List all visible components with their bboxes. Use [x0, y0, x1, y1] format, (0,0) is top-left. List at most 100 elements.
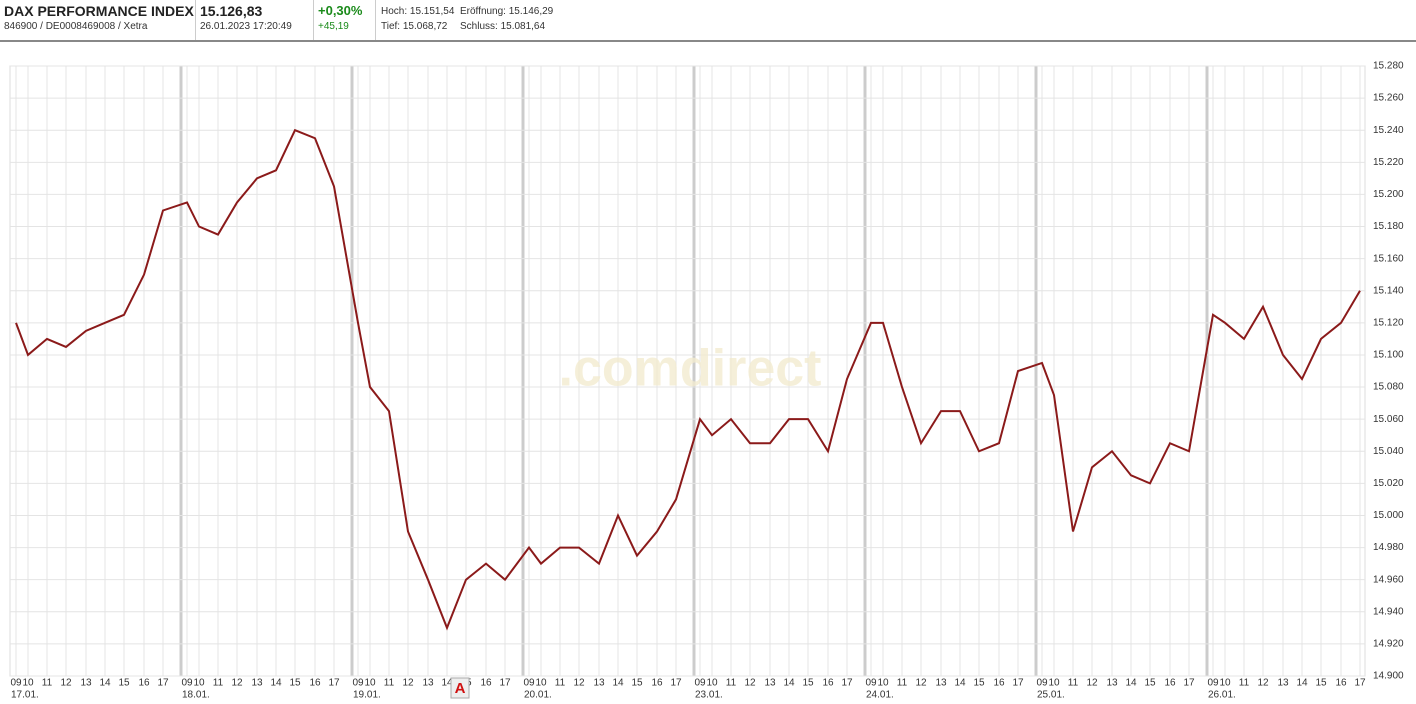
x-tick-label: 10 — [535, 678, 547, 689]
x-tick-label: 12 — [60, 678, 72, 689]
x-tick-label: 17 — [328, 678, 340, 689]
y-tick-label: 15.000 — [1373, 510, 1404, 521]
x-tick-label: 11 — [1068, 678, 1079, 689]
y-tick-label: 14.940 — [1373, 606, 1404, 617]
price-cell: 15.126,83 26.01.2023 17:20:49 — [196, 0, 314, 40]
y-tick-label: 15.160 — [1373, 253, 1404, 264]
change-abs: +45,19 — [318, 21, 349, 32]
x-tick-label: 13 — [593, 678, 605, 689]
open: Eröffnung: 15.146,29 — [460, 6, 554, 17]
x-tick-label: 17 — [841, 678, 853, 689]
instrument-name: DAX PERFORMANCE INDEX — [4, 3, 194, 19]
x-tick-label: 09 — [352, 678, 364, 689]
y-tick-label: 15.180 — [1373, 221, 1404, 232]
x-tick-label: 12 — [1086, 678, 1098, 689]
x-tick-label: 09 — [181, 678, 193, 689]
x-tick-label: 15 — [118, 678, 130, 689]
x-tick-label: 10 — [706, 678, 718, 689]
x-tick-label: 16 — [138, 678, 150, 689]
quote-header: DAX PERFORMANCE INDEX 846900 / DE0008469… — [0, 0, 1416, 42]
price-line — [15, 128, 1361, 631]
x-tick-label: 17 — [1183, 678, 1195, 689]
x-tick-label: 17 — [157, 678, 169, 689]
y-tick-label: 15.200 — [1373, 189, 1404, 200]
x-tick-label: 13 — [935, 678, 947, 689]
x-tick-label: 10 — [364, 678, 376, 689]
x-tick-label: 14 — [612, 678, 624, 689]
x-tick-label: 09 — [10, 678, 22, 689]
x-tick-label: 10 — [877, 678, 889, 689]
y-tick-label: 15.100 — [1373, 350, 1404, 361]
x-tick-label: 11 — [42, 678, 53, 689]
x-tick-label: 10 — [193, 678, 205, 689]
close: Schluss: 15.081,64 — [460, 21, 546, 32]
y-tick-label: 15.280 — [1373, 61, 1404, 72]
x-tick-label: 13 — [251, 678, 263, 689]
x-tick-label: 14 — [270, 678, 282, 689]
x-tick-label: 14 — [1125, 678, 1137, 689]
x-tick-label: 16 — [309, 678, 321, 689]
y-tick-label: 14.920 — [1373, 639, 1404, 650]
x-tick-label: 15 — [1144, 678, 1156, 689]
x-tick-label: 16 — [993, 678, 1005, 689]
x-tick-label: 15 — [289, 678, 301, 689]
y-tick-label: 15.240 — [1373, 125, 1404, 136]
change-pct: +0,30% — [318, 3, 363, 18]
y-tick-label: 15.140 — [1373, 285, 1404, 296]
instrument-ids: 846900 / DE0008469008 / Xetra — [4, 21, 148, 32]
day-label: 23.01. — [695, 690, 723, 701]
high: Hoch: 15.151,54 — [381, 6, 455, 17]
x-tick-label: 15 — [973, 678, 985, 689]
x-tick-label: 16 — [651, 678, 663, 689]
plot-area — [9, 65, 1366, 677]
change-cell: +0,30% +45,19 — [314, 0, 376, 40]
day-label: 26.01. — [1208, 690, 1236, 701]
x-tick-label: 16 — [822, 678, 834, 689]
x-tick-label: 09 — [1207, 678, 1219, 689]
y-tick-label: 14.900 — [1373, 671, 1404, 682]
x-tick-label: 12 — [231, 678, 243, 689]
x-tick-label: 12 — [573, 678, 585, 689]
chart: 09 10 11 12 13 14 15 16 17 09 10 11 12 13 14 15 16 17 09 10… — [9, 61, 1404, 701]
price: 15.126,83 — [200, 3, 263, 19]
y-tick-label: 14.980 — [1373, 542, 1404, 553]
watermark: .comdirect — [559, 340, 822, 398]
x-tick-label: 09 — [694, 678, 706, 689]
x-tick-label: 15 — [1315, 678, 1327, 689]
x-tick-label: 16 — [1164, 678, 1176, 689]
x-tick-label: 17 — [670, 678, 682, 689]
y-tick-label: 15.060 — [1373, 414, 1404, 425]
low: Tief: 15.068,72 — [381, 21, 448, 32]
annotation-box — [450, 677, 470, 699]
y-tick-label: 15.120 — [1373, 317, 1404, 328]
day-label: 20.01. — [524, 690, 552, 701]
day-label: 18.01. — [182, 690, 210, 701]
x-tick-label: 11 — [897, 678, 908, 689]
x-tick-label: 13 — [80, 678, 92, 689]
x-tick-label: 12 — [915, 678, 927, 689]
x-tick-label: 17 — [1354, 678, 1366, 689]
x-tick-label: 13 — [422, 678, 434, 689]
y-tick-label: 15.080 — [1373, 382, 1404, 393]
x-tick-label: 12 — [1257, 678, 1269, 689]
day-label: 25.01. — [1037, 690, 1065, 701]
x-tick-label: 11 — [384, 678, 395, 689]
timestamp: 26.01.2023 17:20:49 — [200, 21, 292, 32]
x-tick-label: 12 — [744, 678, 756, 689]
y-tick-label: 15.260 — [1373, 93, 1404, 104]
x-tick-label: 11 — [213, 678, 224, 689]
x-tick-label: 11 — [726, 678, 737, 689]
day-label: 19.01. — [353, 690, 381, 701]
y-tick-label: 15.040 — [1373, 446, 1404, 457]
x-tick-label: 10 — [1048, 678, 1060, 689]
x-tick-label: 11 — [1239, 678, 1250, 689]
x-tick-label: 12 — [402, 678, 414, 689]
x-tick-label: 11 — [555, 678, 566, 689]
y-tick-label: 14.960 — [1373, 574, 1404, 585]
name-cell: DAX PERFORMANCE INDEX 846900 / DE0008469… — [0, 0, 196, 40]
x-tick-label: 13 — [764, 678, 776, 689]
x-tick-label: 14 — [441, 678, 453, 689]
x-tick-label: 14 — [954, 678, 966, 689]
y-tick-label: 15.020 — [1373, 478, 1404, 489]
